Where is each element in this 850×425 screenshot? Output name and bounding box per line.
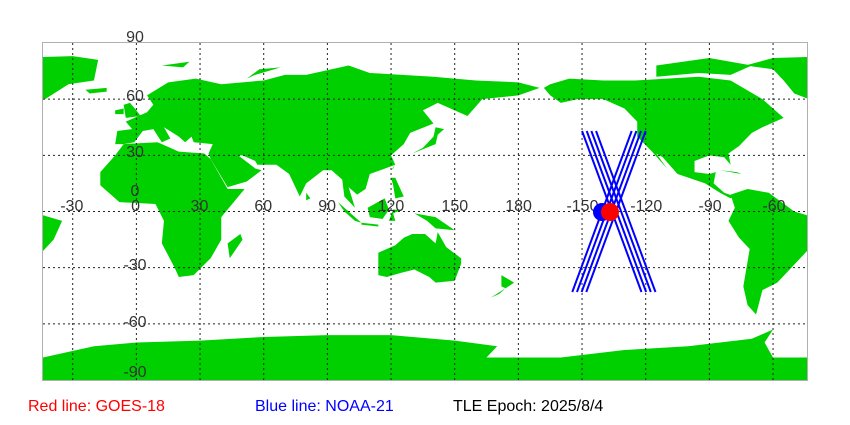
- lat-label: -30: [123, 257, 147, 274]
- satellite-marker-goes-18: [601, 202, 620, 221]
- legend-red: Red line: GOES-18: [28, 398, 165, 415]
- lon-label: -120: [630, 198, 663, 215]
- land-japan: [412, 127, 445, 154]
- land-samerica: [728, 189, 807, 315]
- land-australia: [378, 232, 462, 283]
- lon-label: 150: [441, 198, 469, 215]
- lat-label: 0: [130, 182, 140, 200]
- lon-label: 0: [131, 198, 141, 215]
- lon-label: -60: [762, 198, 786, 215]
- land-sumatra: [337, 202, 362, 223]
- land-srilanka: [306, 192, 311, 201]
- land-antarctica: [43, 329, 807, 380]
- lon-label: 180: [505, 198, 532, 215]
- lat-label: 60: [126, 87, 144, 105]
- land-madagascar: [227, 233, 243, 259]
- lon-label: 90: [318, 198, 337, 215]
- grid-lines: [43, 43, 807, 380]
- lon-label: -150: [566, 198, 599, 215]
- land-java: [361, 222, 379, 227]
- land-namerica: [543, 76, 784, 199]
- land-borneo: [367, 198, 389, 219]
- lon-label: -90: [698, 198, 722, 215]
- land-nz1: [501, 275, 515, 289]
- map-canvas: [43, 43, 807, 380]
- land-newguinea: [414, 213, 455, 231]
- lat-label: -60: [123, 313, 147, 331]
- land-africa: [100, 142, 245, 278]
- land-greenland: [43, 56, 99, 100]
- land-greenland: [745, 56, 807, 99]
- lon-label: 120: [377, 198, 405, 215]
- noaa-21-track: [591, 131, 650, 292]
- lon-label: 60: [254, 198, 273, 215]
- land-eurasia: [115, 65, 540, 208]
- land-iceland: [85, 87, 107, 94]
- lat-label: -90: [123, 364, 147, 381]
- tle-epoch: TLE Epoch: 2025/8/4: [453, 398, 604, 415]
- land-nz2: [490, 288, 506, 298]
- land-sulawesi: [388, 209, 402, 221]
- lon-label: 30: [190, 198, 209, 215]
- noaa-21-track: [596, 131, 655, 292]
- lat-label: 90: [126, 29, 144, 46]
- land-canarch: [656, 57, 752, 77]
- legend-blue: Blue line: NOAA-21: [255, 398, 394, 415]
- land-svalbard: [161, 61, 190, 68]
- land-samerica: [43, 215, 63, 252]
- land-ireland: [115, 108, 124, 115]
- lat-label: 30: [126, 144, 144, 161]
- land-masses: [43, 56, 807, 380]
- land-cuba: [719, 170, 742, 175]
- lon-label: -30: [60, 198, 84, 215]
- world-map: [42, 42, 808, 381]
- land-philippines: [391, 177, 404, 199]
